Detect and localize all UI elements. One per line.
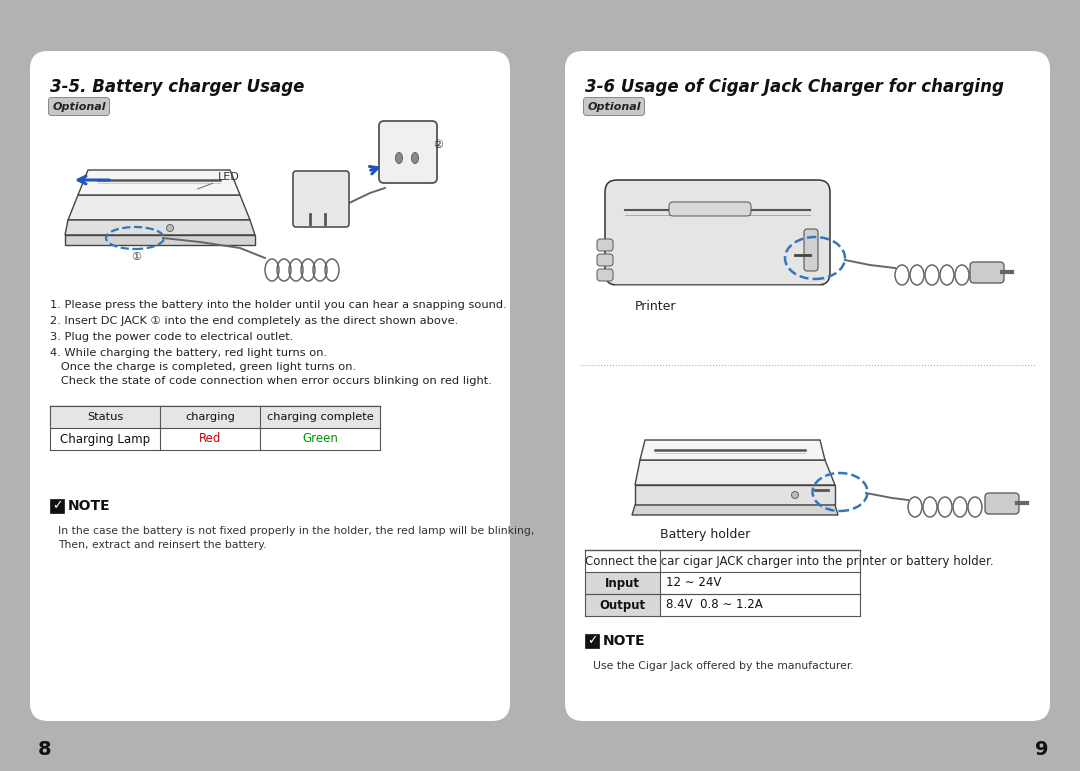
Polygon shape [632,505,838,515]
Bar [50,428,160,450]
Bar [660,594,860,616]
Bar [260,406,380,428]
FancyBboxPatch shape [585,634,599,648]
Text: Input: Input [605,577,640,590]
Text: 3. Plug the power code to electrical outlet.: 3. Plug the power code to electrical out… [50,332,294,342]
Circle shape [792,491,798,499]
FancyBboxPatch shape [669,202,751,216]
FancyBboxPatch shape [49,97,109,116]
Ellipse shape [395,153,403,163]
Text: 8: 8 [38,740,52,759]
Text: Use the Cigar Jack offered by the manufacturer.: Use the Cigar Jack offered by the manufa… [593,661,854,671]
Text: 12 ∼ 24V: 12 ∼ 24V [666,577,721,590]
Polygon shape [68,195,249,220]
Bar [585,594,660,616]
Text: 3-6 Usage of Cigar Jack Charger for charging: 3-6 Usage of Cigar Jack Charger for char… [585,78,1004,96]
Text: Status: Status [86,412,123,422]
Polygon shape [635,460,835,485]
Text: Printer: Printer [635,300,676,313]
Bar [260,428,380,450]
Text: Charging Lamp: Charging Lamp [59,433,150,446]
Text: Optional: Optional [52,102,106,112]
FancyBboxPatch shape [50,499,64,513]
FancyBboxPatch shape [597,269,613,281]
Text: Optional: Optional [588,102,640,112]
FancyBboxPatch shape [804,229,818,271]
FancyBboxPatch shape [30,51,510,721]
Text: ✓: ✓ [52,500,63,513]
Text: Once the charge is completed, green light turns on.: Once the charge is completed, green ligh… [50,362,356,372]
Bar [160,428,260,450]
Text: 3-5-1 The status of lamp in charging: 3-5-1 The status of lamp in charging [50,410,258,420]
Text: ✓: ✓ [586,635,597,648]
FancyBboxPatch shape [293,171,349,227]
Text: Then, extract and reinsert the battery.: Then, extract and reinsert the battery. [58,540,267,550]
Text: ②: ② [433,140,443,150]
Text: NOTE: NOTE [68,499,110,513]
Text: Green: Green [302,433,338,446]
Text: Battery holder: Battery holder [660,528,751,541]
FancyBboxPatch shape [605,180,831,285]
Text: In the case the battery is not fixed properly in the holder, the red lamp will b: In the case the battery is not fixed pro… [58,526,535,536]
Text: 3-5. Battery charger Usage: 3-5. Battery charger Usage [50,78,305,96]
Text: 9: 9 [1036,740,1049,759]
Polygon shape [640,440,825,460]
Text: charging: charging [185,412,235,422]
Circle shape [166,224,174,231]
Text: Red: Red [199,433,221,446]
Bar [160,406,260,428]
Text: Check the state of code connection when error occurs blinking on red light.: Check the state of code connection when … [50,376,491,386]
Bar [50,406,160,428]
FancyBboxPatch shape [597,254,613,266]
Text: charging complete: charging complete [267,412,374,422]
Text: 4. While charging the battery, red light turns on.: 4. While charging the battery, red light… [50,348,327,358]
Text: 1. Please press the battery into the holder until you can hear a snapping sound.: 1. Please press the battery into the hol… [50,300,507,310]
Text: Output: Output [599,598,646,611]
FancyBboxPatch shape [583,97,645,116]
FancyBboxPatch shape [985,493,1020,514]
FancyBboxPatch shape [565,51,1050,721]
Polygon shape [65,235,255,245]
FancyBboxPatch shape [970,262,1004,283]
Polygon shape [635,485,835,505]
Bar [660,572,860,594]
FancyBboxPatch shape [379,121,437,183]
Bar [585,572,660,594]
Polygon shape [65,220,255,235]
Polygon shape [78,170,240,195]
Text: NOTE: NOTE [603,634,646,648]
FancyBboxPatch shape [597,239,613,251]
Text: 8.4V  0.8 ∼ 1.2A: 8.4V 0.8 ∼ 1.2A [666,598,762,611]
Text: 2. Insert DC JACK ① into the end completely as the direct shown above.: 2. Insert DC JACK ① into the end complet… [50,316,458,326]
Text: Connect the car cigar JACK charger into the printer or battery holder.: Connect the car cigar JACK charger into … [585,555,994,568]
Text: LED: LED [198,172,240,189]
Ellipse shape [411,153,419,163]
Text: ①: ① [131,252,141,262]
